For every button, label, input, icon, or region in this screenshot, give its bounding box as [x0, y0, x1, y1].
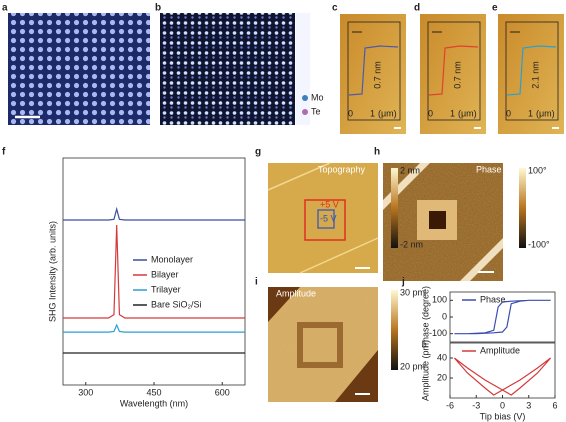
- x-axis-label: Tip bias (V): [480, 411, 526, 421]
- x-tick-label: 3: [526, 400, 531, 410]
- colorbar: [391, 168, 398, 248]
- region: [317, 209, 335, 229]
- colorbar: [519, 168, 526, 248]
- legend-label: Bilayer: [151, 269, 179, 279]
- legend-label: Monolayer: [151, 254, 193, 264]
- panel-label: j: [401, 277, 405, 288]
- profile: [506, 45, 557, 96]
- panel-label: b: [155, 3, 161, 14]
- legend-label: Trilayer: [151, 284, 181, 294]
- panel-label: h: [374, 147, 380, 158]
- legend-label: Bare SiO₂/Si: [151, 299, 202, 309]
- y-tick-label: -100: [429, 328, 447, 338]
- x-tick-label: 300: [78, 387, 93, 397]
- x-axis-label: Wavelength (nm): [120, 398, 188, 408]
- tick-label: 1: [370, 108, 375, 118]
- panel-title: Phase: [476, 164, 502, 174]
- y-tick-label: 0: [442, 311, 447, 321]
- colorbar-label: -2 nm: [400, 239, 423, 249]
- edge: [460, 238, 503, 281]
- stem-image: [160, 13, 295, 125]
- region: [297, 322, 343, 368]
- panel-label: i: [255, 277, 258, 288]
- edge: [299, 237, 379, 274]
- mo-dot: [302, 95, 308, 101]
- x-tick-label: 600: [215, 387, 230, 397]
- y-tick-label: 40: [437, 352, 447, 362]
- x-tick-label: 0: [500, 400, 505, 410]
- y-axis-label: Amplitude (pm): [420, 340, 430, 401]
- panel-title: Amplitude: [276, 288, 316, 298]
- region: [429, 211, 446, 229]
- unit-label: (μm): [536, 108, 555, 118]
- colorbar: [391, 290, 398, 370]
- annotation: +5 V: [320, 199, 339, 209]
- profile-box: [347, 21, 401, 121]
- height-label: 2.1 nm: [530, 61, 540, 89]
- line: [453, 357, 552, 396]
- legend-label: Amplitude: [480, 345, 520, 355]
- afm-image: [340, 14, 406, 134]
- panel-title: Topography: [318, 164, 366, 174]
- colorbar-label: 20 pm: [400, 361, 425, 371]
- x-tick-label: -3: [472, 400, 480, 410]
- panel-label: c: [332, 3, 338, 14]
- profile: [428, 45, 479, 96]
- x-tick-label: 450: [146, 387, 161, 397]
- tick-label: 1: [450, 108, 455, 118]
- x-tick-label: -6: [446, 400, 454, 410]
- unit-label: (μm): [458, 108, 477, 118]
- afm-image: [498, 14, 564, 134]
- profile-box: [505, 21, 559, 121]
- tick-label: 1: [528, 108, 533, 118]
- colorbar-label: 2 nm: [400, 165, 420, 175]
- y-axis-label: Phase (degree): [420, 286, 430, 348]
- x-tick-label: 6: [552, 400, 557, 410]
- height-label: 0.7 nm: [372, 61, 382, 89]
- edge: [268, 287, 300, 322]
- afm-image: [420, 14, 486, 134]
- colorbar-label: -100°: [528, 239, 550, 249]
- panel-label: g: [255, 147, 261, 158]
- panel-label: a: [2, 3, 8, 14]
- panel-label: e: [492, 3, 498, 14]
- annotation: -5 V: [320, 213, 337, 223]
- stem-image: [8, 13, 150, 125]
- tick-label: 0: [348, 108, 353, 118]
- legend-label: Phase: [480, 294, 506, 304]
- region: [304, 199, 346, 241]
- y-tick-label: 20: [437, 372, 447, 382]
- line: [454, 299, 551, 335]
- legend-label: Mo: [311, 92, 324, 102]
- edge: [335, 350, 378, 402]
- y-tick-label: 100: [432, 295, 447, 305]
- tick-label: 0: [428, 108, 433, 118]
- line: [63, 224, 245, 319]
- panel-label: f: [2, 147, 6, 158]
- tick-label: 0: [506, 108, 511, 118]
- colorbar-label: 100°: [528, 165, 547, 175]
- unit-label: (μm): [378, 108, 397, 118]
- profile-box: [427, 21, 481, 121]
- edge: [267, 162, 331, 191]
- height-label: 0.7 nm: [452, 61, 462, 89]
- profile: [348, 45, 399, 96]
- legend-label: Te: [311, 106, 321, 116]
- te-dot: [302, 109, 308, 115]
- line: [63, 206, 245, 221]
- atom-model: [296, 13, 310, 125]
- y-axis-label: SHG Intensity (arb. units): [47, 221, 57, 322]
- line: [63, 323, 245, 333]
- colorbar-label: 30 pm: [400, 287, 425, 297]
- panel-label: d: [414, 3, 420, 14]
